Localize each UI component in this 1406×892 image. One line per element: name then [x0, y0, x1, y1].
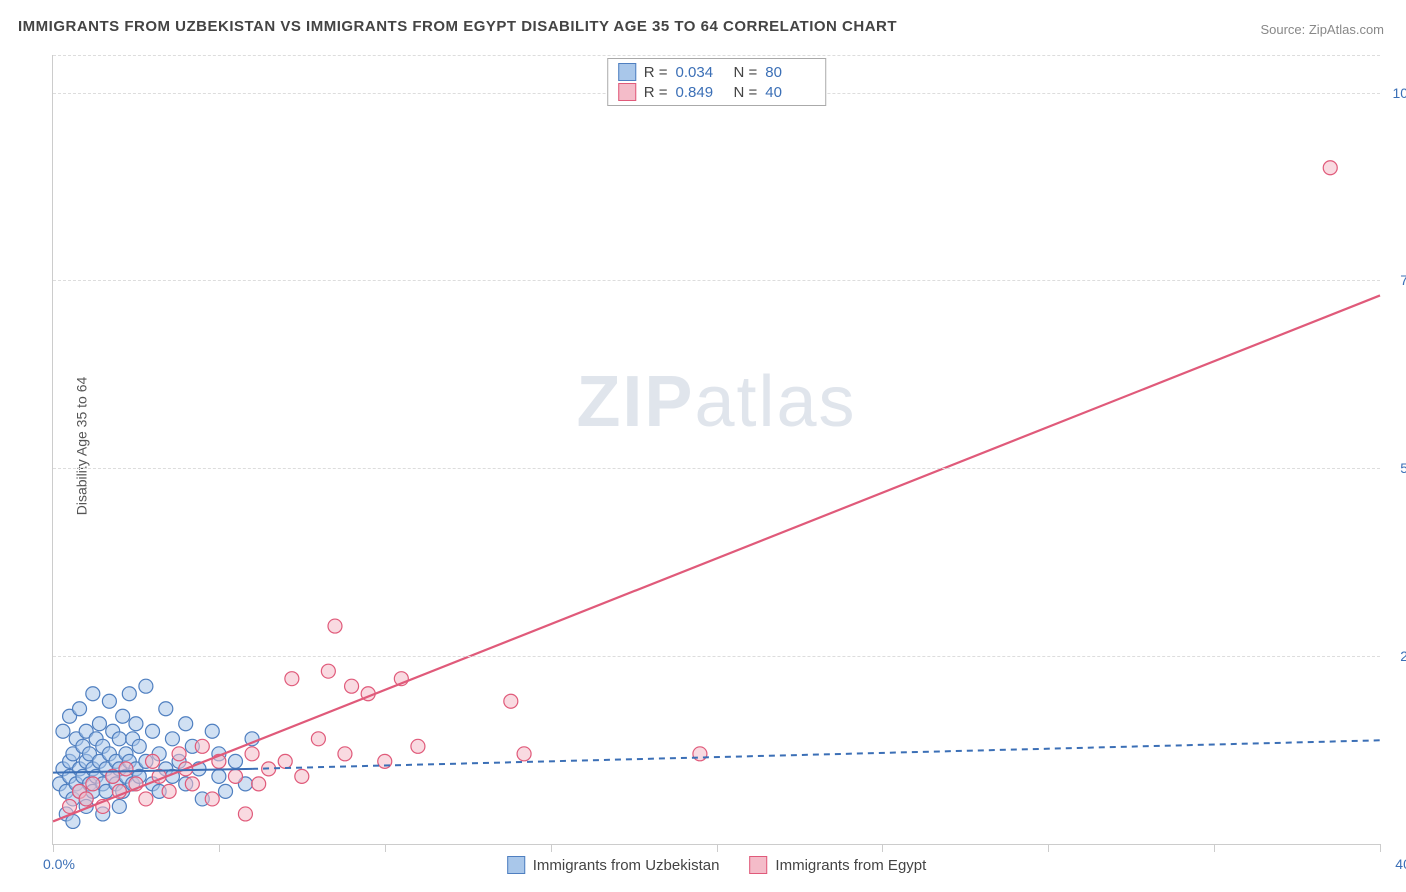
- scatter-point: [228, 769, 242, 783]
- legend-n-value: 80: [765, 64, 815, 81]
- scatter-point: [146, 724, 160, 738]
- plot-area: ZIPatlas R = 0.034 N = 80 R = 0.849 N = …: [52, 55, 1380, 845]
- gridline: [53, 280, 1380, 281]
- scatter-point: [63, 799, 77, 813]
- scatter-point: [179, 717, 193, 731]
- x-axis-tick: [1214, 844, 1215, 852]
- x-axis-tick: [551, 844, 552, 852]
- scatter-point: [112, 732, 126, 746]
- scatter-point: [172, 747, 186, 761]
- scatter-point: [1323, 161, 1337, 175]
- legend-swatch: [618, 63, 636, 81]
- legend-swatch: [749, 856, 767, 874]
- legend-stats: R = 0.034 N = 80 R = 0.849 N = 40: [607, 58, 827, 106]
- scatter-point: [321, 664, 335, 678]
- scatter-point: [129, 717, 143, 731]
- scatter-point: [205, 792, 219, 806]
- scatter-point: [411, 739, 425, 753]
- scatter-point: [238, 807, 252, 821]
- scatter-point: [328, 619, 342, 633]
- scatter-point: [112, 799, 126, 813]
- legend-stats-row: R = 0.849 N = 40: [618, 83, 816, 101]
- scatter-point: [345, 679, 359, 693]
- x-axis-label-max: 40.0%: [1395, 856, 1406, 872]
- trend-line: [53, 295, 1380, 821]
- scatter-point: [185, 777, 199, 791]
- legend-item: Immigrants from Egypt: [749, 856, 926, 874]
- scatter-point: [102, 694, 116, 708]
- scatter-point: [139, 792, 153, 806]
- legend-series: Immigrants from Uzbekistan Immigrants fr…: [507, 856, 927, 874]
- scatter-point: [73, 702, 87, 716]
- scatter-point: [146, 754, 160, 768]
- x-axis-label-min: 0.0%: [43, 856, 75, 872]
- scatter-point: [504, 694, 518, 708]
- x-axis-tick: [385, 844, 386, 852]
- scatter-point: [195, 739, 209, 753]
- x-axis-tick: [53, 844, 54, 852]
- scatter-point: [212, 769, 226, 783]
- legend-item: Immigrants from Uzbekistan: [507, 856, 720, 874]
- legend-r-value: 0.849: [676, 84, 726, 101]
- scatter-point: [165, 732, 179, 746]
- scatter-point: [56, 724, 70, 738]
- legend-swatch: [618, 83, 636, 101]
- y-axis-tick-label: 75.0%: [1400, 272, 1406, 288]
- scatter-point: [86, 687, 100, 701]
- scatter-point: [252, 777, 266, 791]
- scatter-point: [693, 747, 707, 761]
- scatter-point: [278, 754, 292, 768]
- scatter-point: [116, 709, 130, 723]
- y-axis-tick-label: 25.0%: [1400, 648, 1406, 664]
- scatter-point: [122, 687, 136, 701]
- scatter-point: [162, 784, 176, 798]
- gridline: [53, 656, 1380, 657]
- legend-label: Immigrants from Egypt: [775, 857, 926, 874]
- scatter-plot-svg: [53, 55, 1380, 844]
- scatter-point: [79, 792, 93, 806]
- scatter-point: [285, 672, 299, 686]
- legend-r-label: R =: [644, 64, 668, 81]
- legend-r-value: 0.034: [676, 64, 726, 81]
- chart-title: IMMIGRANTS FROM UZBEKISTAN VS IMMIGRANTS…: [18, 18, 897, 35]
- legend-label: Immigrants from Uzbekistan: [533, 857, 720, 874]
- source-label: Source: ZipAtlas.com: [1260, 22, 1384, 37]
- scatter-point: [205, 724, 219, 738]
- scatter-point: [311, 732, 325, 746]
- scatter-point: [119, 762, 133, 776]
- scatter-point: [132, 739, 146, 753]
- y-axis-tick-label: 100.0%: [1393, 85, 1406, 101]
- x-axis-tick: [717, 844, 718, 852]
- x-axis-tick: [1380, 844, 1381, 852]
- scatter-point: [159, 702, 173, 716]
- x-axis-tick: [219, 844, 220, 852]
- legend-swatch: [507, 856, 525, 874]
- scatter-point: [228, 754, 242, 768]
- scatter-point: [139, 679, 153, 693]
- legend-n-value: 40: [765, 84, 815, 101]
- scatter-point: [219, 784, 233, 798]
- gridline: [53, 55, 1380, 56]
- legend-stats-row: R = 0.034 N = 80: [618, 63, 816, 81]
- scatter-point: [295, 769, 309, 783]
- x-axis-tick: [882, 844, 883, 852]
- legend-r-label: R =: [644, 84, 668, 101]
- scatter-point: [86, 777, 100, 791]
- scatter-point: [338, 747, 352, 761]
- scatter-point: [517, 747, 531, 761]
- legend-n-label: N =: [734, 64, 758, 81]
- x-axis-tick: [1048, 844, 1049, 852]
- scatter-point: [245, 747, 259, 761]
- gridline: [53, 468, 1380, 469]
- scatter-point: [92, 717, 106, 731]
- legend-n-label: N =: [734, 84, 758, 101]
- y-axis-tick-label: 50.0%: [1400, 460, 1406, 476]
